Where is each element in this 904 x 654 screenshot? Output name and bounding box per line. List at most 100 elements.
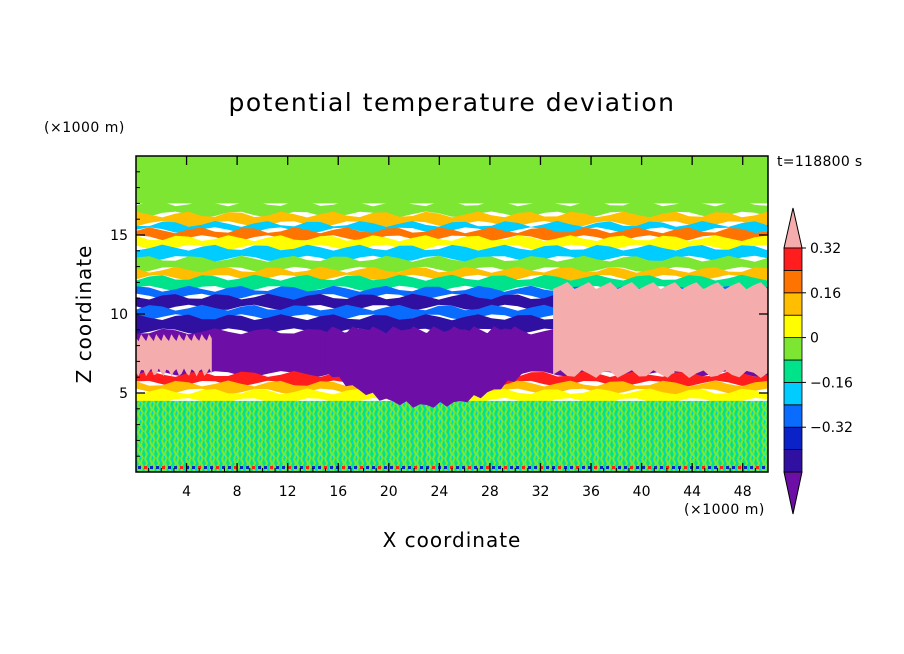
surface-mark <box>726 466 729 469</box>
surface-mark <box>522 466 525 469</box>
plot-area <box>136 156 768 472</box>
surface-mark <box>510 466 513 469</box>
colorbar-box <box>783 404 803 428</box>
colorbar-box <box>783 381 803 406</box>
surface-mark <box>312 466 315 469</box>
surface-mark <box>546 466 549 469</box>
x-tick-label: 40 <box>633 484 651 500</box>
surface-mark <box>348 466 351 469</box>
surface-mark <box>450 466 453 469</box>
x-tick-label: 4 <box>182 484 191 500</box>
field-band <box>136 400 768 472</box>
surface-mark <box>528 466 531 469</box>
surface-mark <box>492 466 495 469</box>
surface-mark <box>174 466 177 469</box>
surface-mark <box>630 466 633 469</box>
surface-mark <box>534 466 537 469</box>
surface-mark <box>462 466 465 469</box>
colorbar-box <box>783 359 803 383</box>
y-tick-label: 5 <box>119 386 128 402</box>
surface-mark <box>420 466 423 469</box>
surface-mark <box>384 466 387 469</box>
surface-mark <box>210 466 213 469</box>
surface-mark <box>426 466 429 469</box>
surface-mark <box>294 466 297 469</box>
surface-mark <box>696 466 699 469</box>
surface-mark <box>474 466 477 469</box>
surface-mark <box>318 466 321 469</box>
time-label: t=118800 s <box>777 154 863 170</box>
surface-mark <box>306 466 309 469</box>
surface-mark <box>570 466 573 469</box>
surface-mark <box>198 466 201 469</box>
surface-mark <box>144 466 147 469</box>
surface-mark <box>168 466 171 469</box>
x-tick-label: 28 <box>481 484 499 500</box>
surface-mark <box>720 466 723 469</box>
surface-mark <box>648 466 651 469</box>
x-tick-label: 36 <box>582 484 600 500</box>
y-tick-label: 10 <box>110 307 128 323</box>
surface-mark <box>432 466 435 469</box>
surface-mark <box>498 466 501 469</box>
field-band <box>136 266 768 281</box>
surface-mark <box>582 466 585 469</box>
surface-mark <box>576 466 579 469</box>
surface-mark <box>618 466 621 469</box>
surface-mark <box>396 466 399 469</box>
surface-mark <box>714 466 717 469</box>
surface-mark <box>282 466 285 469</box>
colorbar: −0.32 −0.16 0 0.16 0.32 <box>783 207 853 515</box>
surface-mark <box>324 466 327 469</box>
surface-mark <box>624 466 627 469</box>
surface-mark <box>300 466 303 469</box>
surface-mark <box>684 466 687 469</box>
y-tick-label: 15 <box>110 228 128 244</box>
colorbar-bottom-arrow <box>783 471 803 515</box>
surface-mark <box>708 466 711 469</box>
colorbar-tick-label: −0.16 <box>810 375 853 391</box>
x-tick-label: 8 <box>233 484 242 500</box>
field-band <box>136 255 768 273</box>
surface-mark <box>468 466 471 469</box>
surface-mark <box>270 466 273 469</box>
surface-mark <box>354 466 357 469</box>
colorbar-tick-label: 0.32 <box>810 241 841 257</box>
surface-mark <box>504 466 507 469</box>
surface-mark <box>612 466 615 469</box>
surface-mark <box>480 466 483 469</box>
surface-mark <box>288 466 291 469</box>
surface-mark <box>390 466 393 469</box>
surface-mark <box>372 466 375 469</box>
surface-mark <box>564 466 567 469</box>
surface-mark <box>588 466 591 469</box>
surface-mark <box>162 466 165 469</box>
x-tick-label: 16 <box>329 484 347 500</box>
x-tick-label: 12 <box>279 484 297 500</box>
surface-mark <box>672 466 675 469</box>
surface-mark <box>402 466 405 469</box>
surface-mark <box>192 466 195 469</box>
surface-mark <box>660 466 663 469</box>
surface-mark <box>222 466 225 469</box>
surface-mark <box>702 466 705 469</box>
surface-mark <box>342 466 345 469</box>
surface-mark <box>180 466 183 469</box>
colorbar-box <box>783 247 803 271</box>
chart-title: potential temperature deviation <box>228 88 676 117</box>
colorbar-box <box>783 449 803 473</box>
surface-mark <box>408 466 411 469</box>
surface-mark <box>738 466 741 469</box>
surface-mark <box>606 466 609 469</box>
surface-mark <box>240 466 243 469</box>
surface-mark <box>264 466 267 469</box>
surface-mark <box>186 466 189 469</box>
surface-mark <box>234 466 237 469</box>
surface-mark <box>414 466 417 469</box>
surface-mark <box>276 466 279 469</box>
y-axis: 5 10 15 <box>110 171 768 457</box>
surface-mark <box>558 466 561 469</box>
y-axis-unit: (×1000 m) <box>44 120 125 136</box>
surface-mark <box>246 466 249 469</box>
